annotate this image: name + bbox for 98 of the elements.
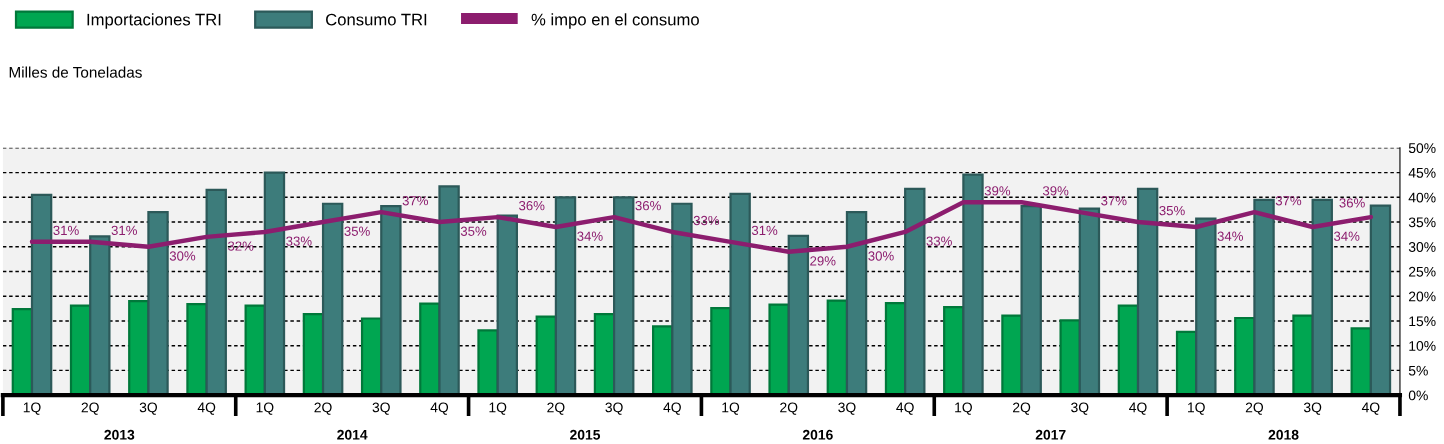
- data-label: 30%: [169, 251, 196, 261]
- data-label: 30%: [868, 251, 894, 261]
- x-tick-label: 3Q: [1071, 402, 1089, 415]
- x-tick-label: 1Q: [489, 402, 507, 415]
- y-tick-label: 35%: [1408, 217, 1436, 228]
- x-tick-label: 1Q: [256, 402, 274, 415]
- y-tick-label: 40%: [1408, 192, 1436, 203]
- text: 2015: [570, 429, 601, 440]
- y-tick-label: 45%: [1408, 167, 1436, 178]
- data-label: 31%: [53, 225, 79, 236]
- x-tick-label: 4Q: [430, 402, 449, 415]
- data-label: 34%: [577, 231, 603, 241]
- bar: [1195, 217, 1217, 396]
- x-tick-label: 3Q: [605, 402, 623, 415]
- y-tick-label: 50%: [1408, 143, 1436, 154]
- bar: [1292, 314, 1314, 396]
- x-tick-label: 1Q: [955, 402, 972, 415]
- data-label: 33%: [693, 215, 720, 226]
- bar: [89, 235, 111, 396]
- x-tick-label: 2Q: [547, 402, 565, 415]
- bar: [1253, 198, 1275, 396]
- x-tick-label: 1Q: [1188, 402, 1205, 415]
- legend-label: Importaciones TRI: [87, 13, 221, 29]
- bar: [438, 185, 460, 396]
- bar: [321, 202, 344, 396]
- data-label: 36%: [1339, 198, 1365, 208]
- bar: [729, 192, 751, 396]
- bar: [496, 214, 518, 396]
- data-label: 31%: [111, 225, 137, 236]
- y-tick-label: 15%: [1409, 316, 1436, 327]
- bar: [1311, 198, 1333, 396]
- data-label: 37%: [402, 196, 429, 206]
- bar: [147, 211, 169, 396]
- bar: [962, 173, 984, 396]
- text: 2014: [337, 429, 368, 440]
- bar: [613, 196, 635, 396]
- data-label: 33%: [286, 236, 312, 246]
- bar: [205, 188, 227, 396]
- bar: [845, 211, 868, 396]
- legend-label: % impo en el consumo: [531, 13, 699, 29]
- x-tick-label: 4Q: [663, 402, 681, 415]
- bar: [30, 193, 53, 396]
- data-label: 35%: [460, 226, 487, 236]
- bar: [671, 202, 693, 396]
- data-label: 37%: [1275, 196, 1302, 206]
- x-tick-label: 4Q: [197, 402, 216, 415]
- bar: [554, 196, 577, 396]
- data-label: 35%: [1159, 205, 1185, 216]
- data-label: 34%: [1217, 231, 1243, 241]
- text: 2018: [1268, 429, 1299, 440]
- bar: [904, 187, 926, 396]
- x-tick-label: 2Q: [314, 402, 332, 415]
- bar: [477, 329, 499, 396]
- y-tick-label: 5%: [1408, 365, 1428, 376]
- data-label: 35%: [344, 226, 370, 236]
- x-tick-label: 2Q: [780, 402, 798, 415]
- x-tick-label: 3Q: [372, 402, 390, 415]
- x-tick-label: 2Q: [1245, 402, 1264, 415]
- data-label: 36%: [635, 200, 661, 211]
- bar: [787, 234, 810, 396]
- bar: [186, 303, 208, 396]
- x-tick-label: 3Q: [139, 402, 158, 415]
- data-label: 31%: [751, 225, 778, 236]
- bar: [1078, 207, 1101, 396]
- bar: [1020, 205, 1042, 396]
- x-tick-label: 2Q: [81, 402, 99, 415]
- x-tick-label: 4Q: [1361, 402, 1380, 415]
- text: 2017: [1035, 429, 1066, 440]
- x-tick-label: 4Q: [1129, 402, 1147, 415]
- text: 2013: [104, 429, 135, 440]
- y-tick-label: 20%: [1408, 291, 1436, 302]
- data-label: 37%: [1101, 196, 1127, 206]
- bar: [1136, 187, 1159, 396]
- data-label: 39%: [984, 186, 1011, 196]
- data-label: 33%: [926, 236, 952, 246]
- x-tick-label: 1Q: [722, 402, 740, 415]
- y-tick-label: 25%: [1408, 266, 1436, 277]
- x-tick-label: 4Q: [896, 402, 914, 415]
- data-label: 32%: [227, 241, 254, 251]
- x-tick-label: 2Q: [1013, 402, 1031, 415]
- data-label: 29%: [810, 256, 836, 266]
- data-label: 39%: [1042, 186, 1069, 196]
- y-tick-label: 30%: [1408, 242, 1436, 252]
- bar: [263, 171, 286, 396]
- data-label: 34%: [1333, 231, 1360, 241]
- text: 2016: [802, 429, 833, 440]
- y-tick-label: 0%: [1408, 390, 1428, 401]
- bar: [1369, 204, 1392, 396]
- y-axis-title: Milles de Toneladas: [9, 66, 142, 78]
- y-tick-label: 10%: [1409, 341, 1436, 351]
- bar: [768, 303, 790, 396]
- bar: [380, 205, 402, 396]
- bar: [1059, 319, 1081, 396]
- data-label: 36%: [519, 200, 545, 211]
- x-tick-label: 1Q: [23, 402, 41, 415]
- x-tick-label: 3Q: [1303, 402, 1322, 415]
- legend-label: Consumo TRI: [326, 13, 427, 26]
- x-tick-label: 3Q: [838, 402, 856, 415]
